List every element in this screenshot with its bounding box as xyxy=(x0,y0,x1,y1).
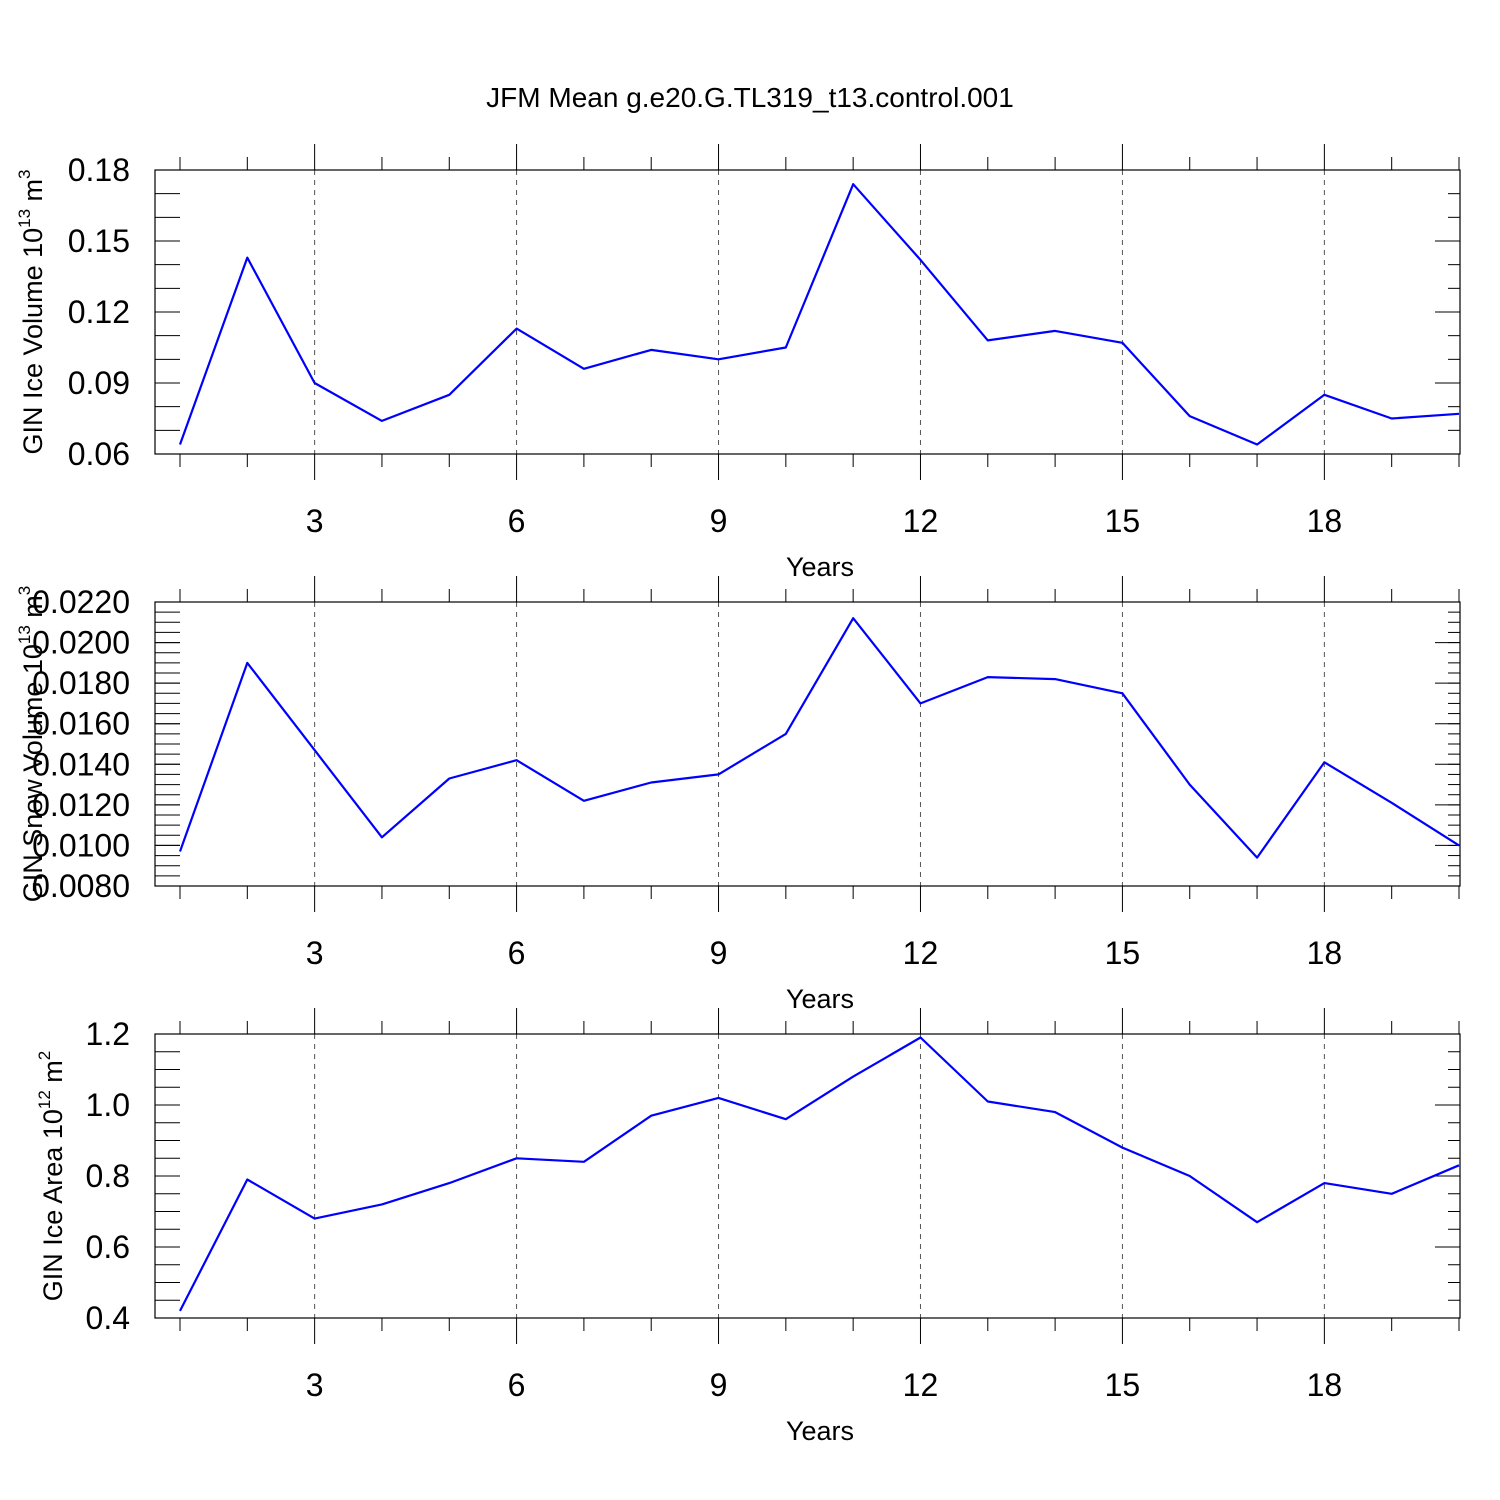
series-line xyxy=(179,1036,1460,1312)
y-tick-label: 0.0120 xyxy=(32,787,130,823)
x-tick-label: 9 xyxy=(710,503,728,539)
y-tick-label: 0.0080 xyxy=(32,868,130,904)
y-tick-label: 0.15 xyxy=(68,223,130,259)
x-tick-label: 15 xyxy=(1105,1367,1141,1403)
x-tick-label: 15 xyxy=(1105,935,1141,971)
y-axis-label: GIN Ice Area 1012 m2 xyxy=(35,1051,68,1302)
y-tick-label: 0.0100 xyxy=(32,827,130,863)
plot-frame xyxy=(154,601,1461,887)
y-tick-label: 0.0160 xyxy=(32,706,130,742)
y-tick-label: 0.18 xyxy=(68,152,130,188)
series-line xyxy=(178,617,1460,859)
panel-1: 3 6 9 12 15 18 0.06 0.09 0.12 0.15 0.18 Years GIN Ic… xyxy=(15,144,1461,582)
y-tick-label: 0.0200 xyxy=(32,625,130,661)
y-tick-label: 0.0220 xyxy=(32,584,130,620)
x-axis-label: Years xyxy=(786,1416,854,1446)
x-axis-label: Years xyxy=(786,984,854,1014)
y-tick-label: 0.12 xyxy=(68,294,130,330)
y-tick-label: 0.8 xyxy=(86,1158,130,1194)
y-tick-label: 0.0140 xyxy=(32,746,130,782)
figure-title: JFM Mean g.e20.G.TL319_t13.control.001 xyxy=(486,82,1014,113)
x-tick-label: 12 xyxy=(903,1367,939,1403)
y-tick-label: 1.0 xyxy=(86,1087,130,1123)
x-tick-label: 3 xyxy=(306,1367,324,1403)
x-tick-label: 12 xyxy=(903,503,939,539)
x-tick-label: 9 xyxy=(710,1367,728,1403)
x-tick-label: 18 xyxy=(1307,503,1343,539)
y-tick-label: 0.06 xyxy=(68,436,130,472)
x-tick-label: 3 xyxy=(306,935,324,971)
x-tick-label: 18 xyxy=(1307,1367,1343,1403)
plot-frame xyxy=(154,169,1461,455)
plot-frame xyxy=(154,1033,1461,1319)
y-axis-label: GIN Ice Volume 1013 m3 xyxy=(15,169,48,454)
x-tick-label: 12 xyxy=(903,935,939,971)
x-tick-label: 6 xyxy=(508,1367,526,1403)
panels: 3 6 9 12 15 18 0.06 0.09 0.12 0.15 0.18 Years GIN Ic… xyxy=(15,144,1461,1446)
panel-2: 3 6 9 12 15 18 0.0080 0.0100 0.0120 0.0140 0.0160 0… xyxy=(15,576,1461,1014)
y-tick-label: 1.2 xyxy=(86,1016,130,1052)
x-axis-label: Years xyxy=(786,552,854,582)
y-axis-label: GIN Snow Volume 1013 m3 xyxy=(15,586,48,903)
y-tick-label: 0.4 xyxy=(86,1300,130,1336)
panel-3: 3 6 9 12 15 18 0.4 0.6 0.8 1.0 1.2 Years GIN Ice Are… xyxy=(35,1008,1461,1446)
y-tick-label: 0.0180 xyxy=(32,665,130,701)
x-tick-label: 3 xyxy=(306,503,324,539)
y-tick-label: 0.09 xyxy=(68,365,130,401)
series-line xyxy=(178,183,1460,446)
x-tick-label: 15 xyxy=(1105,503,1141,539)
x-tick-label: 9 xyxy=(710,935,728,971)
x-tick-label: 18 xyxy=(1307,935,1343,971)
y-tick-label: 0.6 xyxy=(86,1229,130,1265)
x-tick-label: 6 xyxy=(508,503,526,539)
x-tick-label: 6 xyxy=(508,935,526,971)
